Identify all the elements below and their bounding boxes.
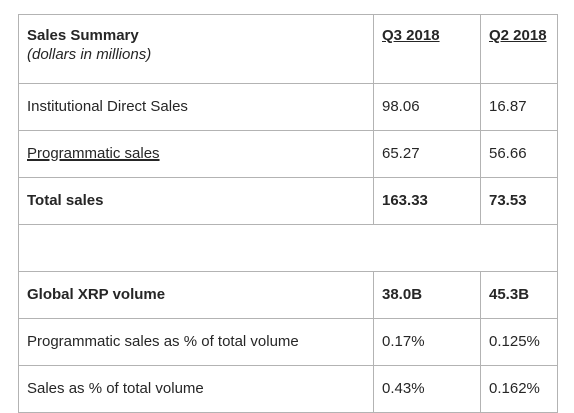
sales-summary-table: Sales Summary (dollars in millions) Q3 2… — [18, 14, 558, 413]
table-header-row: Sales Summary (dollars in millions) Q3 2… — [18, 14, 558, 84]
table-title: Sales Summary — [27, 27, 139, 44]
row-value-q2: 0.125% — [480, 318, 558, 366]
row-value-q3: 38.0B — [373, 271, 481, 319]
row-value-q3: 98.06 — [373, 83, 481, 131]
table-subtitle: (dollars in millions) — [27, 46, 152, 63]
spacer-cell — [18, 224, 558, 272]
row-value-q2: 56.66 — [480, 130, 558, 178]
row-value-q2: 0.162% — [480, 365, 558, 413]
table-row-programmatic-pct: Programmatic sales as % of total volume … — [18, 318, 558, 366]
row-label: Sales as % of total volume — [18, 365, 374, 413]
table-row-sales-pct: Sales as % of total volume 0.43% 0.162% — [18, 365, 558, 413]
row-value-q3: 163.33 — [373, 177, 481, 225]
header-q2-cell: Q2 2018 — [480, 14, 558, 84]
row-value-q2: 45.3B — [480, 271, 558, 319]
table-spacer-row — [18, 224, 558, 272]
table-row-total-sales: Total sales 163.33 73.53 — [18, 177, 558, 225]
header-title-cell: Sales Summary (dollars in millions) — [18, 14, 374, 84]
row-label: Global XRP volume — [18, 271, 374, 319]
row-label: Programmatic sales as % of total volume — [18, 318, 374, 366]
row-value-q2: 16.87 — [480, 83, 558, 131]
column-header-q2: Q2 2018 — [489, 27, 547, 44]
header-q3-cell: Q3 2018 — [373, 14, 481, 84]
sales-summary-table-container: Sales Summary (dollars in millions) Q3 2… — [18, 14, 558, 413]
row-label-cell: Programmatic sales — [18, 130, 374, 178]
row-value-q3: 0.17% — [373, 318, 481, 366]
table-row-programmatic-sales: Programmatic sales 65.27 56.66 — [18, 130, 558, 178]
row-value-q3: 65.27 — [373, 130, 481, 178]
row-label: Institutional Direct Sales — [18, 83, 374, 131]
row-label: Programmatic sales — [27, 145, 160, 162]
column-header-q3: Q3 2018 — [382, 27, 440, 44]
row-value-q2: 73.53 — [480, 177, 558, 225]
row-value-q3: 0.43% — [373, 365, 481, 413]
table-row-institutional-direct-sales: Institutional Direct Sales 98.06 16.87 — [18, 83, 558, 131]
table-row-global-xrp-volume: Global XRP volume 38.0B 45.3B — [18, 271, 558, 319]
row-label: Total sales — [18, 177, 374, 225]
